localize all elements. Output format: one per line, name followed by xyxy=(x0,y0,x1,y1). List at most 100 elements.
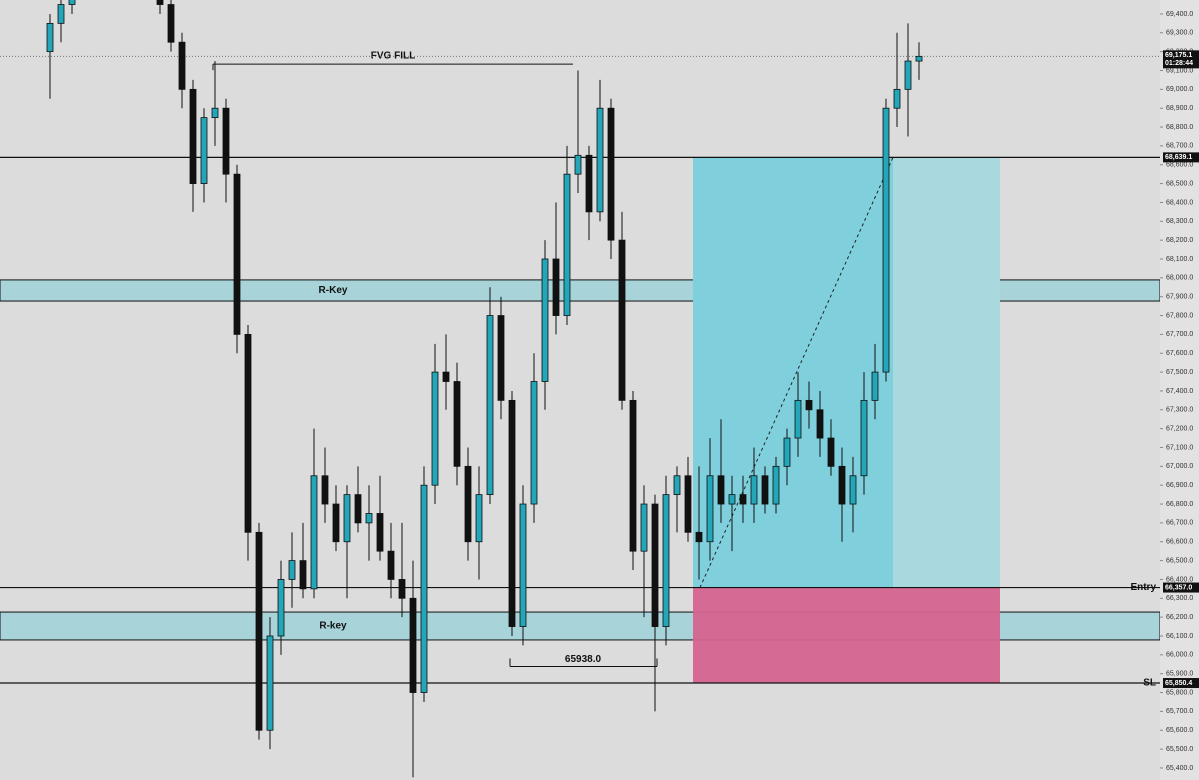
bearish-body xyxy=(464,465,472,543)
bearish-body xyxy=(442,371,450,382)
bearish-body xyxy=(299,560,307,590)
y-tick-label: 65,500.0 xyxy=(1166,746,1193,753)
y-tick-label: 66,700.0 xyxy=(1166,520,1193,527)
bullish-body xyxy=(530,381,538,505)
y-tick-label: 67,100.0 xyxy=(1166,444,1193,451)
bearish-body xyxy=(629,399,637,552)
y-tick-label: 69,000.0 xyxy=(1166,86,1193,93)
y-tick-label: 66,900.0 xyxy=(1166,482,1193,489)
bearish-body xyxy=(552,258,560,316)
bearish-body xyxy=(695,531,703,543)
y-tick-label: 68,900.0 xyxy=(1166,105,1193,112)
bearish-body xyxy=(717,475,725,505)
bearish-body xyxy=(387,550,395,580)
bullish-body xyxy=(893,88,901,109)
bearish-body xyxy=(607,107,615,241)
bearish-body xyxy=(838,465,846,505)
y-tick-label: 68,400.0 xyxy=(1166,199,1193,206)
bearish-body xyxy=(222,107,230,175)
price-tag xyxy=(1163,678,1199,689)
y-tick-label: 68,000.0 xyxy=(1166,275,1193,282)
bearish-body xyxy=(409,597,417,693)
price-tag xyxy=(1163,152,1199,163)
y-tick-label: 68,500.0 xyxy=(1166,180,1193,187)
y-tick-label: 67,400.0 xyxy=(1166,388,1193,395)
y-tick-label: 67,000.0 xyxy=(1166,463,1193,470)
bullish-body xyxy=(277,579,285,637)
y-tick-label: 66,100.0 xyxy=(1166,633,1193,640)
y-tick-label: 69,400.0 xyxy=(1166,11,1193,18)
y-tick-label: 65,400.0 xyxy=(1166,765,1193,772)
y-tick-label: 67,700.0 xyxy=(1166,331,1193,338)
price-tag-label: 68,639.1 xyxy=(1165,154,1192,161)
y-tick-label: 66,600.0 xyxy=(1166,539,1193,546)
bullish-body xyxy=(541,258,549,382)
bearish-body xyxy=(761,475,769,505)
bearish-body xyxy=(618,239,626,401)
bullish-body xyxy=(904,60,912,90)
bearish-body xyxy=(233,173,241,335)
bullish-body xyxy=(563,173,571,316)
bearish-body xyxy=(827,437,835,467)
bearish-body xyxy=(167,4,175,43)
bearish-body xyxy=(156,0,164,5)
bullish-body xyxy=(860,399,868,477)
bearish-body xyxy=(189,88,197,184)
bullish-body xyxy=(68,0,76,5)
bearish-body xyxy=(805,399,813,411)
bearish-body xyxy=(321,475,329,505)
y-tick-label: 66,800.0 xyxy=(1166,501,1193,508)
y-tick-label: 66,500.0 xyxy=(1166,557,1193,564)
bullish-body xyxy=(662,494,670,627)
y-tick-label: 67,900.0 xyxy=(1166,294,1193,301)
bearish-body xyxy=(585,154,593,213)
y-tick-label: 65,800.0 xyxy=(1166,689,1193,696)
bullish-body xyxy=(882,107,890,373)
y-tick-label: 66,000.0 xyxy=(1166,652,1193,659)
bearish-body xyxy=(354,494,362,524)
y-tick-label: 67,800.0 xyxy=(1166,312,1193,319)
bullish-body xyxy=(794,399,802,439)
bullish-body xyxy=(640,503,648,552)
level-label: Entry xyxy=(1130,582,1156,593)
bullish-body xyxy=(849,475,857,505)
y-tick-label: 69,300.0 xyxy=(1166,30,1193,37)
level-label: SL xyxy=(1143,678,1156,689)
y-tick-label: 68,700.0 xyxy=(1166,143,1193,150)
bearish-body xyxy=(244,333,252,533)
y-tick-label: 68,300.0 xyxy=(1166,218,1193,225)
price-tag-label: 69,175.1 xyxy=(1165,52,1192,59)
zone-label: R-Key xyxy=(319,285,348,296)
price-tag xyxy=(1163,582,1199,593)
bullish-body xyxy=(211,107,219,119)
y-tick-label: 67,200.0 xyxy=(1166,425,1193,432)
y-tick-label: 68,200.0 xyxy=(1166,237,1193,244)
y-tick-label: 66,300.0 xyxy=(1166,595,1193,602)
bearish-body xyxy=(255,531,263,731)
bullish-body xyxy=(266,635,274,731)
bullish-body xyxy=(288,560,296,580)
bearish-body xyxy=(684,475,692,533)
bullish-body xyxy=(673,475,681,496)
y-tick-label: 67,500.0 xyxy=(1166,369,1193,376)
bullish-body xyxy=(420,484,428,693)
bullish-body xyxy=(871,371,879,401)
y-tick-label: 69,100.0 xyxy=(1166,67,1193,74)
y-tick-label: 68,600.0 xyxy=(1166,162,1193,169)
bullish-body xyxy=(915,55,923,62)
bullish-body xyxy=(519,503,527,627)
bullish-body xyxy=(772,465,780,505)
y-tick-label: 65,600.0 xyxy=(1166,727,1193,734)
bullish-body xyxy=(200,117,208,184)
bearish-body xyxy=(651,503,659,627)
bullish-body xyxy=(310,475,318,590)
bullish-body xyxy=(783,437,791,467)
bearish-body xyxy=(398,579,406,599)
bullish-body xyxy=(431,371,439,486)
y-tick-label: 65,700.0 xyxy=(1166,708,1193,715)
low-mark-label: 65938.0 xyxy=(565,654,602,665)
y-tick-label: 67,600.0 xyxy=(1166,350,1193,357)
price-tag xyxy=(1163,50,1199,69)
